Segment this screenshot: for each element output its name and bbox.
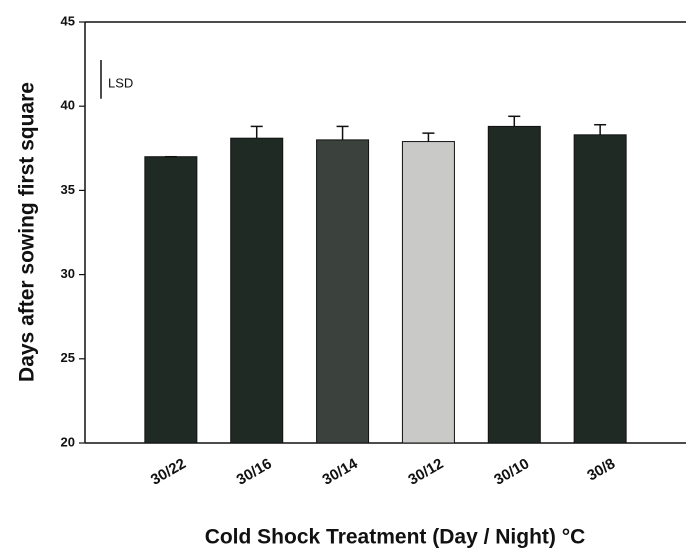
y-tick-label: 40 <box>61 98 75 113</box>
y-tick-label: 35 <box>61 182 75 197</box>
bar <box>401 141 455 444</box>
x-axis-title: Cold Shock Treatment (Day / Night) °C <box>205 526 586 549</box>
y-tick-label: 25 <box>61 350 75 365</box>
bar <box>573 134 627 444</box>
x-tick-label: 30/8 <box>584 455 618 484</box>
y-axis-title: Days after sowing first square <box>16 82 39 382</box>
bar <box>230 137 284 444</box>
lsd-label: LSD <box>108 75 133 90</box>
bar <box>144 156 198 444</box>
x-tick-label: 30/10 <box>491 455 532 488</box>
y-tick-label: 45 <box>61 13 75 28</box>
x-tick-label: 30/22 <box>148 455 189 488</box>
bar <box>316 139 370 444</box>
x-tick-label: 30/12 <box>405 455 446 488</box>
x-tick-label: 30/14 <box>320 455 362 489</box>
bar <box>487 125 541 444</box>
y-tick-label: 20 <box>61 434 75 449</box>
y-tick-label: 30 <box>61 266 75 281</box>
x-tick-label: 30/16 <box>234 455 275 488</box>
